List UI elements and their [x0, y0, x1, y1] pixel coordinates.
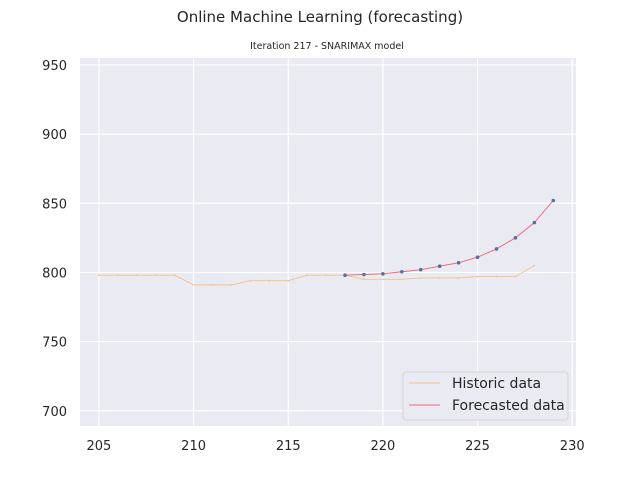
forecasted-data-point — [513, 236, 518, 240]
historic-data-line — [98, 265, 535, 286]
historic-data-point — [533, 264, 536, 267]
historic-data-point — [325, 274, 328, 277]
historic-data-point — [476, 275, 479, 278]
historic-data-point — [249, 279, 252, 282]
historic-data-point — [116, 274, 119, 277]
tick-labels: 205 210 215 220 225 230 700 750 800 850 900 950 — [42, 59, 584, 454]
forecasted-data-point — [532, 220, 537, 225]
forecasted-data-point — [456, 260, 461, 265]
historic-data-point — [230, 283, 233, 286]
historic-data-point — [192, 283, 195, 286]
x-tick-label: 215 — [276, 439, 301, 454]
grid-lines — [80, 58, 576, 426]
historic-data-point — [173, 274, 176, 277]
forecasted-data-point — [362, 272, 366, 277]
x-tick-label: 230 — [560, 439, 585, 454]
y-tick-label: 750 — [42, 336, 67, 351]
forecasted-data-point — [475, 255, 480, 260]
x-tick-label: 210 — [181, 439, 206, 454]
historic-data-point — [495, 275, 498, 278]
historic-data-point — [382, 278, 384, 281]
forecasted-data-point — [494, 247, 499, 251]
forecasted-data-point — [551, 198, 556, 203]
plot-area — [80, 58, 576, 426]
x-tick-label: 225 — [465, 439, 490, 454]
x-tick-label: 220 — [370, 439, 395, 454]
historic-data-point — [457, 277, 460, 279]
forecasted-data-line — [345, 200, 554, 276]
y-tick-label: 700 — [42, 405, 67, 420]
historic-data-point — [363, 278, 365, 281]
y-tick-label: 900 — [42, 128, 67, 143]
legend-box — [402, 371, 569, 421]
historic-data-point — [400, 278, 403, 281]
chart-title: Online Machine Learning (forecasting) — [177, 8, 463, 26]
historic-data-point — [268, 279, 271, 282]
x-tick-label: 205 — [87, 439, 112, 454]
forecasted-data-point — [437, 264, 442, 269]
y-tick-label: 950 — [42, 59, 67, 74]
historic-data-point — [287, 279, 290, 282]
historic-data-point — [135, 274, 138, 277]
legend-label-forecasted: Forecasted data — [452, 398, 565, 414]
historic-data-point — [306, 274, 309, 277]
historic-data-point — [514, 275, 517, 278]
historic-data-point — [154, 274, 157, 277]
y-tick-label: 850 — [42, 197, 67, 212]
historic-data-point — [98, 274, 100, 277]
chart-subtitle: Iteration 217 - SNARIMAX model — [250, 41, 404, 52]
y-tick-label: 800 — [42, 266, 67, 281]
legend: Historic data Forecasted data — [402, 371, 569, 421]
forecasted-data-point — [343, 273, 347, 278]
historic-data-point — [419, 277, 422, 279]
forecasted-data-point — [400, 269, 404, 274]
legend-label-historic: Historic data — [452, 376, 541, 392]
forecasted-data-point — [381, 272, 385, 276]
historic-data-point — [438, 277, 441, 279]
series-layer — [98, 198, 556, 286]
historic-data-point — [211, 283, 214, 286]
forecasted-data-point — [418, 267, 423, 272]
